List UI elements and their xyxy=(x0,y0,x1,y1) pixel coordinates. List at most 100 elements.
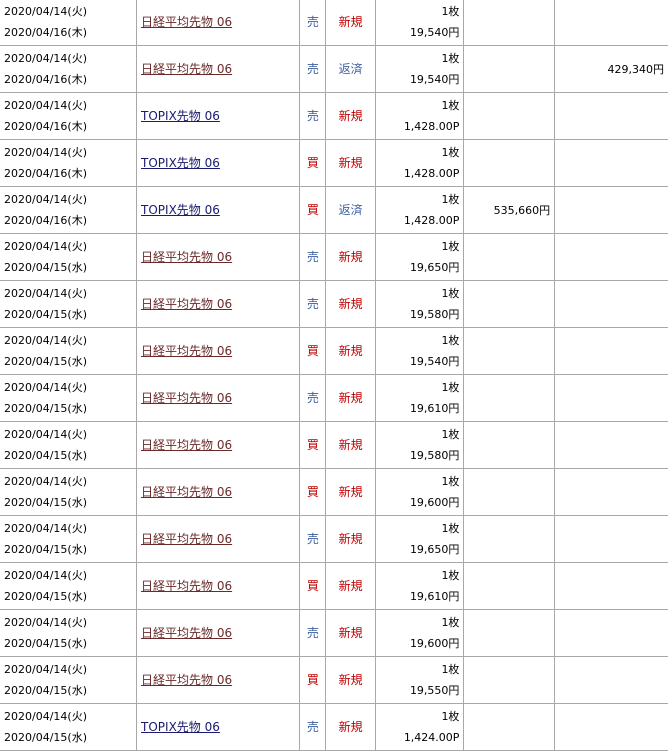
quantity: 1枚 xyxy=(441,522,460,535)
table-row: 2020/04/14(火) 2020/04/15(水) 日経平均先物 06 買 … xyxy=(0,327,668,375)
qty-price-cell: 1枚 19,550円 xyxy=(374,656,465,704)
price: 1,428.00P xyxy=(403,120,460,133)
side-label: 売 xyxy=(306,249,319,264)
price: 1,428.00P xyxy=(403,167,460,180)
instrument-link[interactable]: TOPIX先物 06 xyxy=(141,108,220,123)
amount-cell xyxy=(463,703,556,751)
instrument-link[interactable]: TOPIX先物 06 xyxy=(141,202,220,217)
settle-date: 2020/04/15(水) xyxy=(4,402,87,415)
instrument-link[interactable]: 日経平均先物 06 xyxy=(141,437,233,452)
instrument-cell: 日経平均先物 06 xyxy=(136,656,301,704)
instrument-link[interactable]: 日経平均先物 06 xyxy=(141,343,233,358)
price: 19,650円 xyxy=(409,543,460,556)
date-cell: 2020/04/14(火) 2020/04/16(木) xyxy=(0,45,138,93)
side-label: 売 xyxy=(306,14,319,29)
order-date: 2020/04/14(火) xyxy=(4,569,87,582)
trade-type-cell: 新規 xyxy=(325,468,376,516)
order-date: 2020/04/14(火) xyxy=(4,710,87,723)
side-cell: 買 xyxy=(299,468,327,516)
instrument-link[interactable]: 日経平均先物 06 xyxy=(141,296,233,311)
trade-type-cell: 返済 xyxy=(325,186,376,234)
amount-cell xyxy=(463,92,556,140)
trade-type-cell: 新規 xyxy=(325,374,376,422)
side-cell: 買 xyxy=(299,186,327,234)
settle-date: 2020/04/15(水) xyxy=(4,355,87,368)
trade-type-cell: 新規 xyxy=(325,421,376,469)
profit-cell xyxy=(554,609,668,657)
instrument-link[interactable]: 日経平均先物 06 xyxy=(141,61,233,76)
qty-price-cell: 1枚 19,650円 xyxy=(374,233,465,281)
table-row: 2020/04/14(火) 2020/04/15(水) 日経平均先物 06 売 … xyxy=(0,609,668,657)
instrument-link[interactable]: TOPIX先物 06 xyxy=(141,155,220,170)
table-row: 2020/04/14(火) 2020/04/16(木) 日経平均先物 06 売 … xyxy=(0,45,668,93)
amount-cell xyxy=(463,327,556,375)
instrument-link[interactable]: 日経平均先物 06 xyxy=(141,672,233,687)
settle-date: 2020/04/15(水) xyxy=(4,449,87,462)
settle-date: 2020/04/15(水) xyxy=(4,590,87,603)
order-date: 2020/04/14(火) xyxy=(4,522,87,535)
date-cell: 2020/04/14(火) 2020/04/16(木) xyxy=(0,186,138,234)
settle-date: 2020/04/16(木) xyxy=(4,26,87,39)
instrument-link[interactable]: 日経平均先物 06 xyxy=(141,531,233,546)
profit-cell xyxy=(554,0,668,46)
instrument-cell: 日経平均先物 06 xyxy=(136,0,301,46)
settle-date: 2020/04/15(水) xyxy=(4,543,87,556)
settle-date: 2020/04/16(木) xyxy=(4,214,87,227)
amount-cell xyxy=(463,45,556,93)
quantity: 1枚 xyxy=(441,193,460,206)
trade-type-cell: 新規 xyxy=(325,656,376,704)
order-date: 2020/04/14(火) xyxy=(4,52,87,65)
qty-price-cell: 1枚 1,428.00P xyxy=(374,186,465,234)
amount-cell xyxy=(463,468,556,516)
trade-type-cell: 新規 xyxy=(325,609,376,657)
trade-type-label: 新規 xyxy=(338,390,363,405)
side-label: 売 xyxy=(306,719,319,734)
table-row: 2020/04/14(火) 2020/04/15(水) TOPIX先物 06 売… xyxy=(0,703,668,751)
side-label: 買 xyxy=(306,437,319,452)
table-row: 2020/04/14(火) 2020/04/15(水) 日経平均先物 06 売 … xyxy=(0,233,668,281)
date-cell: 2020/04/14(火) 2020/04/15(水) xyxy=(0,233,138,281)
date-cell: 2020/04/14(火) 2020/04/15(水) xyxy=(0,656,138,704)
profit-cell xyxy=(554,139,668,187)
instrument-link[interactable]: 日経平均先物 06 xyxy=(141,390,233,405)
trade-type-label: 新規 xyxy=(338,296,363,311)
date-cell: 2020/04/14(火) 2020/04/16(木) xyxy=(0,92,138,140)
instrument-cell: TOPIX先物 06 xyxy=(136,92,301,140)
instrument-link[interactable]: 日経平均先物 06 xyxy=(141,249,233,264)
instrument-link[interactable]: TOPIX先物 06 xyxy=(141,719,220,734)
qty-price-cell: 1枚 19,540円 xyxy=(374,327,465,375)
instrument-cell: 日経平均先物 06 xyxy=(136,327,301,375)
instrument-cell: 日経平均先物 06 xyxy=(136,468,301,516)
profit: 429,340円 xyxy=(607,62,665,76)
table-row: 2020/04/14(火) 2020/04/15(水) 日経平均先物 06 売 … xyxy=(0,515,668,563)
side-cell: 売 xyxy=(299,609,327,657)
amount-cell xyxy=(463,515,556,563)
settle-date: 2020/04/15(水) xyxy=(4,637,87,650)
instrument-link[interactable]: 日経平均先物 06 xyxy=(141,625,233,640)
instrument-link[interactable]: 日経平均先物 06 xyxy=(141,484,233,499)
qty-price-cell: 1枚 19,580円 xyxy=(374,421,465,469)
amount-cell xyxy=(463,0,556,46)
instrument-cell: TOPIX先物 06 xyxy=(136,703,301,751)
quantity: 1枚 xyxy=(441,99,460,112)
settle-date: 2020/04/15(水) xyxy=(4,731,87,744)
instrument-cell: TOPIX先物 06 xyxy=(136,186,301,234)
qty-price-cell: 1枚 1,428.00P xyxy=(374,92,465,140)
order-date: 2020/04/14(火) xyxy=(4,146,87,159)
settle-date: 2020/04/15(水) xyxy=(4,261,87,274)
instrument-link[interactable]: 日経平均先物 06 xyxy=(141,14,233,29)
price: 19,610円 xyxy=(409,590,460,603)
quantity: 1枚 xyxy=(441,240,460,253)
trade-type-cell: 新規 xyxy=(325,139,376,187)
profit-cell xyxy=(554,468,668,516)
trade-type-cell: 新規 xyxy=(325,280,376,328)
instrument-link[interactable]: 日経平均先物 06 xyxy=(141,578,233,593)
profit-cell: 429,340円 xyxy=(554,45,668,93)
side-label: 買 xyxy=(306,578,319,593)
side-label: 売 xyxy=(306,61,319,76)
trade-type-cell: 新規 xyxy=(325,562,376,610)
profit-cell xyxy=(554,703,668,751)
trade-type-label: 新規 xyxy=(338,531,363,546)
